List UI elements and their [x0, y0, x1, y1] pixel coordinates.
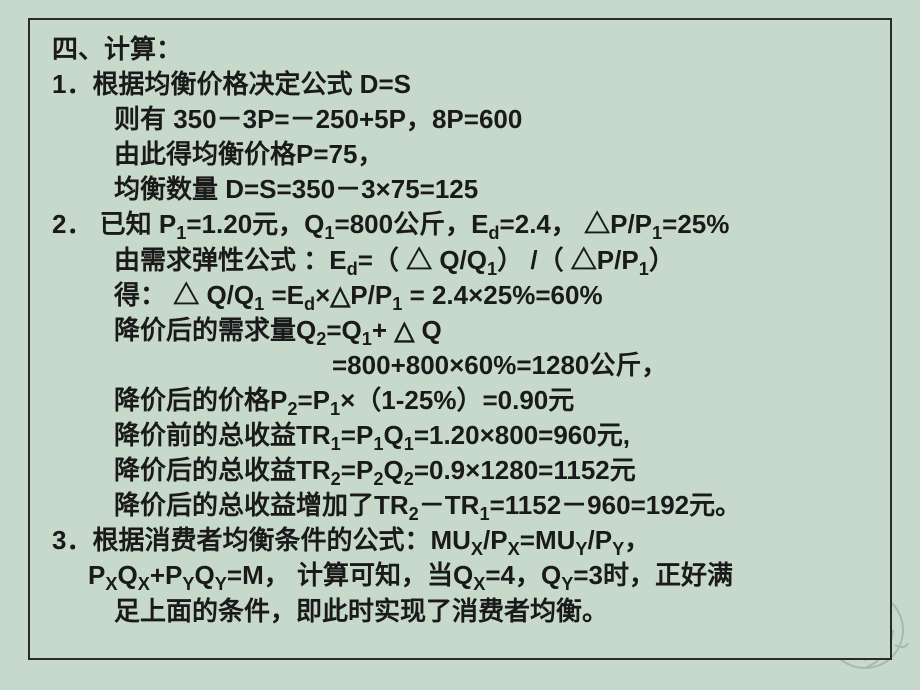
q2-line5: =800+800×60%=1280公斤，	[52, 348, 872, 383]
q2-line8: 降价后的总收益TR2=P2Q2=0.9×1280=1152元	[52, 453, 872, 488]
section-title: 四、计算：	[52, 32, 872, 67]
q2-line3: 得： △ Q/Q1 =Ed×△P/P1 = 2.4×25%=60%	[52, 278, 872, 313]
slide-content: 四、计算： 1．根据均衡价格决定公式 D=S 则有 350－3P=－250+5P…	[52, 32, 872, 629]
q2-line6: 降价后的价格P2=P1×（1-25%）=0.90元	[52, 383, 872, 418]
q2-line4: 降价后的需求量Q2=Q1+ △ Q	[52, 313, 872, 348]
q1-line1: 1．根据均衡价格决定公式 D=S	[52, 67, 872, 102]
q3-line1: 3．根据消费者均衡条件的公式：MUX/PX=MUY/PY，	[52, 523, 872, 558]
q1-line4: 均衡数量 D=S=350－3×75=125	[52, 172, 872, 207]
q1-line3: 由此得均衡价格P=75，	[52, 137, 872, 172]
q2-line2: 由需求弹性公式 ：Ed=（ △ Q/Q1） /（ △P/P1）	[52, 243, 872, 278]
q2-line7: 降价前的总收益TR1=P1Q1=1.20×800=960元,	[52, 418, 872, 453]
q3-line3: 足上面的条件，即此时实现了消费者均衡。	[52, 594, 872, 629]
q1-line2: 则有 350－3P=－250+5P，8P=600	[52, 102, 872, 137]
q3-line2: PXQX+PYQY=M， 计算可知，当QX=4，QY=3时，正好满	[52, 558, 872, 593]
slide-frame: 四、计算： 1．根据均衡价格决定公式 D=S 则有 350－3P=－250+5P…	[28, 18, 892, 660]
q2-line9: 降价后的总收益增加了TR2－TR1=1152－960=192元。	[52, 488, 872, 523]
q2-line1: 2． 已知 P1=1.20元，Q1=800公斤，Ed=2.4， △P/P1=25…	[52, 207, 872, 242]
